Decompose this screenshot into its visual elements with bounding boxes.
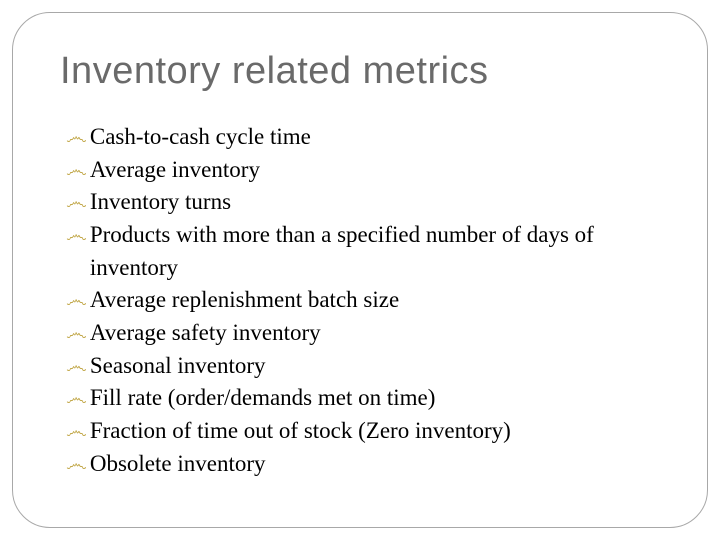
bullet-icon: ෴ [66, 154, 87, 185]
bullet-icon: ෴ [66, 284, 87, 315]
list-item: ෴ Seasonal inventory [66, 350, 680, 383]
list-item: ෴ Obsolete inventory [66, 448, 680, 481]
bullet-icon: ෴ [66, 186, 87, 217]
list-item: ෴ Fraction of time out of stock (Zero in… [66, 415, 680, 448]
list-item: ෴ Average inventory [66, 154, 680, 187]
bullet-text: Average inventory [90, 154, 680, 187]
bullet-text: Fill rate (order/demands met on time) [90, 382, 680, 415]
bullet-text: Products with more than a specified numb… [90, 219, 680, 284]
bullet-text: Fraction of time out of stock (Zero inve… [90, 415, 680, 448]
bullet-text: Seasonal inventory [90, 350, 680, 383]
bullet-icon: ෴ [66, 121, 87, 152]
list-item: ෴ Fill rate (order/demands met on time) [66, 382, 680, 415]
bullet-text: Average safety inventory [90, 317, 680, 350]
bullet-text: Inventory turns [90, 186, 680, 219]
list-item: ෴ Products with more than a specified nu… [66, 219, 680, 284]
slide-title: Inventory related metrics [60, 50, 680, 93]
bullet-list: ෴ Cash-to-cash cycle time ෴ Average inve… [60, 121, 680, 480]
bullet-icon: ෴ [66, 317, 87, 348]
bullet-text: Cash-to-cash cycle time [90, 121, 680, 154]
list-item: ෴ Average safety inventory [66, 317, 680, 350]
bullet-text: Average replenishment batch size [90, 284, 680, 317]
bullet-icon: ෴ [66, 382, 87, 413]
bullet-icon: ෴ [66, 350, 87, 381]
list-item: ෴ Inventory turns [66, 186, 680, 219]
bullet-text: Obsolete inventory [90, 448, 680, 481]
bullet-icon: ෴ [66, 448, 87, 479]
bullet-icon: ෴ [66, 415, 87, 446]
list-item: ෴ Average replenishment batch size [66, 284, 680, 317]
list-item: ෴ Cash-to-cash cycle time [66, 121, 680, 154]
bullet-icon: ෴ [66, 219, 87, 250]
slide-content: Inventory related metrics ෴ Cash-to-cash… [60, 50, 680, 480]
